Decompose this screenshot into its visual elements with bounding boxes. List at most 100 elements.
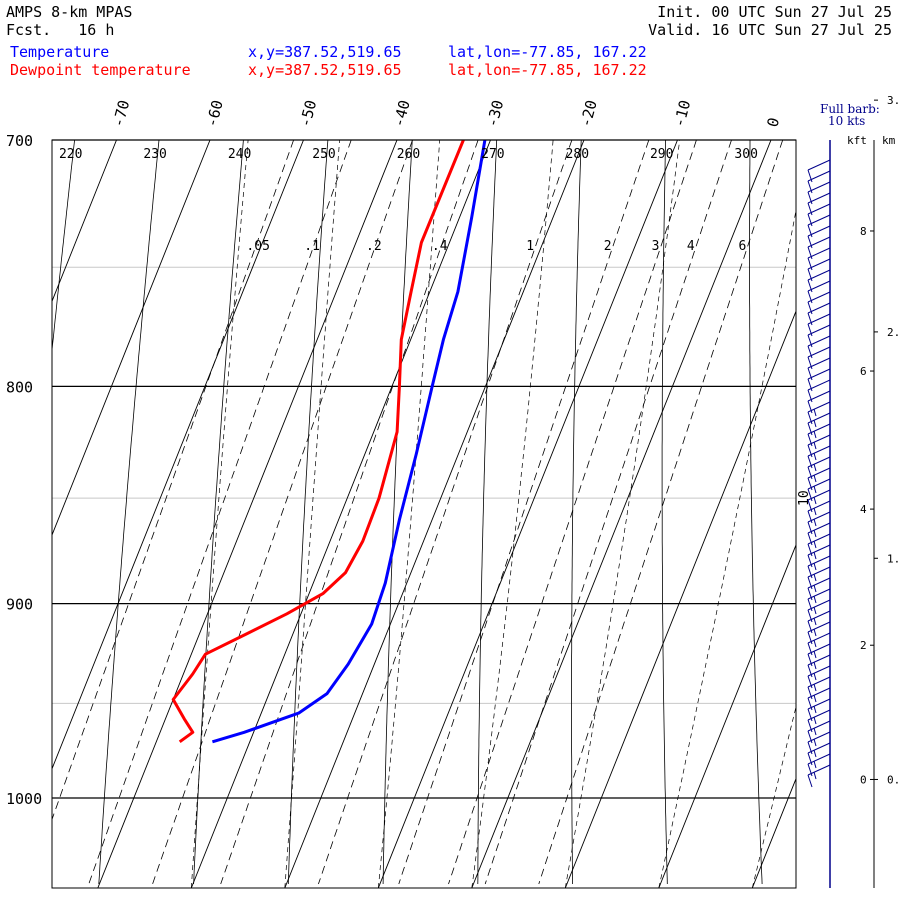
moist-adiabat-0 bbox=[471, 140, 554, 888]
wind-barb bbox=[807, 401, 831, 425]
barb-staff bbox=[807, 709, 831, 721]
wind-barb bbox=[807, 610, 831, 634]
theta-label-260: 260 bbox=[397, 147, 420, 162]
mixing-ratio-label-3: 3 bbox=[652, 239, 660, 254]
wind-barb bbox=[807, 247, 831, 271]
dry-adiabat-290 bbox=[661, 140, 668, 885]
wind-barb bbox=[807, 434, 831, 458]
barb-staff bbox=[807, 159, 831, 171]
barb-staff bbox=[807, 632, 831, 644]
legend-dewpoint-latlon: lat,lon=-77.85, 167.22 bbox=[448, 61, 647, 79]
isotherm--50 bbox=[52, 140, 304, 770]
isotherm-label--70: -70 bbox=[109, 98, 133, 129]
wind-barb bbox=[807, 357, 831, 381]
barb-half bbox=[813, 518, 817, 527]
pressure-label-900: 900 bbox=[6, 596, 33, 614]
barb-staff bbox=[807, 511, 831, 523]
barb-staff bbox=[807, 324, 831, 336]
barb-staff bbox=[807, 181, 831, 193]
mixing-ratio-3 bbox=[448, 140, 697, 885]
barb-staff bbox=[807, 346, 831, 358]
dry-adiabat-240 bbox=[193, 140, 244, 885]
theta-label-220: 220 bbox=[59, 147, 82, 162]
barb-half bbox=[813, 771, 817, 780]
barb-staff bbox=[807, 599, 831, 611]
wind-barb bbox=[807, 764, 831, 788]
wind-barb bbox=[807, 225, 831, 249]
moist-adiabat--10 bbox=[377, 140, 441, 888]
barb-staff bbox=[807, 753, 831, 765]
wind-barb bbox=[807, 346, 831, 370]
dewpoint-profile bbox=[171, 140, 465, 744]
barb-staff bbox=[807, 588, 831, 600]
isotherm--20 bbox=[284, 140, 585, 888]
isotherm--60 bbox=[52, 140, 211, 537]
mixing-ratio-6 bbox=[538, 140, 784, 885]
barb-staff bbox=[807, 621, 831, 633]
isotherm-label--30: -30 bbox=[483, 98, 507, 129]
moist-adiabat-10 bbox=[564, 140, 681, 888]
mixing-ratio-2 bbox=[398, 140, 650, 885]
wind-barb bbox=[807, 533, 831, 557]
isotherm--40 bbox=[97, 140, 398, 888]
barb-half bbox=[813, 463, 817, 472]
theta-label-240: 240 bbox=[228, 147, 251, 162]
barb-half bbox=[813, 661, 817, 670]
barb-half bbox=[813, 606, 817, 615]
barb-staff bbox=[807, 313, 831, 325]
wind-barb bbox=[807, 192, 831, 216]
barb-staff bbox=[807, 643, 831, 655]
wind-barb bbox=[807, 654, 831, 678]
km-label-2: 2. bbox=[887, 326, 900, 339]
km-label-3: 3. bbox=[887, 94, 900, 107]
barb-staff bbox=[807, 335, 831, 347]
wind-barb bbox=[807, 665, 831, 689]
moist-adiabat--30 bbox=[190, 140, 249, 888]
wind-barb bbox=[807, 214, 831, 238]
theta-label-230: 230 bbox=[143, 147, 166, 162]
wind-barb bbox=[807, 731, 831, 755]
wind-barb bbox=[807, 522, 831, 546]
model-title: AMPS 8-km MPAS bbox=[6, 3, 133, 21]
barb-legend-title: Full barb: bbox=[820, 102, 880, 116]
isotherm--10 bbox=[377, 140, 678, 888]
barb-staff bbox=[807, 423, 831, 435]
barb-half bbox=[813, 529, 817, 538]
wind-barb bbox=[807, 313, 831, 337]
wind-barb bbox=[807, 709, 831, 733]
mixing-ratio-4 bbox=[484, 140, 732, 885]
dry-adiabat-230 bbox=[98, 140, 160, 885]
forecast-hour: Fcst. 16 h bbox=[6, 21, 115, 39]
theta-label-270: 270 bbox=[481, 147, 504, 162]
barb-staff bbox=[807, 577, 831, 589]
barb-half bbox=[813, 694, 817, 703]
barb-half bbox=[813, 441, 817, 450]
mixing-ratio-label-.1: .1 bbox=[304, 239, 320, 254]
barb-staff bbox=[807, 555, 831, 567]
wind-barb bbox=[807, 324, 831, 348]
barb-half bbox=[813, 639, 817, 648]
wind-barb bbox=[807, 588, 831, 612]
isotherm-label--20: -20 bbox=[576, 98, 600, 129]
mixing-ratio-label-4: 4 bbox=[687, 239, 695, 254]
temperature-profile bbox=[211, 140, 487, 744]
barb-half bbox=[813, 628, 817, 637]
barb-staff bbox=[807, 390, 831, 402]
isotherm--80 bbox=[0, 140, 23, 888]
theta-label-290: 290 bbox=[650, 147, 673, 162]
barb-half bbox=[813, 430, 817, 439]
legend-temperature-xy: x,y=387.52,519.65 bbox=[248, 43, 402, 61]
wind-barb bbox=[807, 302, 831, 326]
moist-adiabat-40 bbox=[846, 114, 900, 889]
barb-staff bbox=[807, 544, 831, 556]
barb-staff bbox=[807, 445, 831, 457]
barb-half bbox=[813, 760, 817, 769]
wind-barb bbox=[807, 742, 831, 766]
barb-half bbox=[813, 562, 817, 571]
barb-half bbox=[813, 419, 817, 428]
mixing-ratio-label-1: 1 bbox=[526, 239, 534, 254]
kft-label-0: 0 bbox=[860, 773, 867, 786]
isotherm-label--50: -50 bbox=[296, 98, 320, 129]
moist-adiabat-30 bbox=[751, 705, 796, 888]
wind-barb bbox=[807, 423, 831, 447]
